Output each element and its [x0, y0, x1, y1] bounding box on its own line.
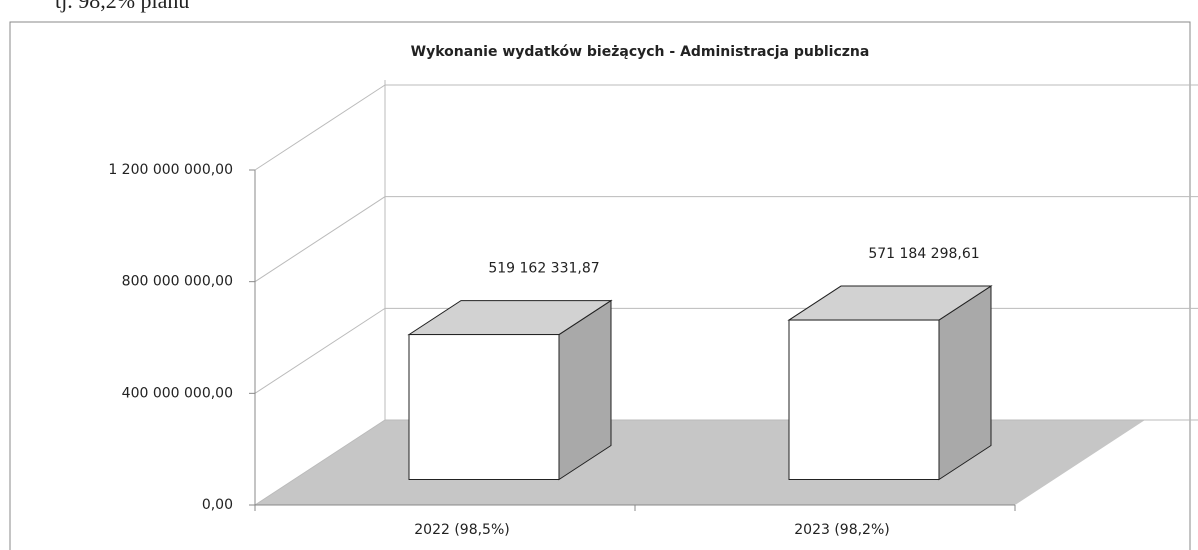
grid-line — [254, 84, 1198, 171]
y-tick-label: 400 000 000,00 — [122, 385, 233, 401]
x-tick-label: 2022 (98,5%) — [414, 522, 509, 538]
bar — [408, 334, 560, 480]
chart-title: Wykonanie wydatków bieżących - Administr… — [411, 44, 870, 60]
grid-line — [254, 196, 1198, 283]
y-tick-label: 1 200 000 000,00 — [108, 162, 233, 178]
bar — [788, 319, 940, 480]
y-tick-label: 800 000 000,00 — [122, 274, 233, 290]
data-label: 519 162 331,87 — [488, 261, 599, 277]
y-tick-label: 0,00 — [202, 497, 233, 513]
x-tick-label: 2023 (98,2%) — [794, 522, 889, 538]
data-label: 571 184 298,61 — [868, 246, 979, 262]
chart-frame — [9, 21, 1191, 550]
floor — [255, 420, 1145, 505]
header-text: tj. 98,2% planu — [55, 0, 190, 13]
grid-line — [254, 307, 1198, 394]
